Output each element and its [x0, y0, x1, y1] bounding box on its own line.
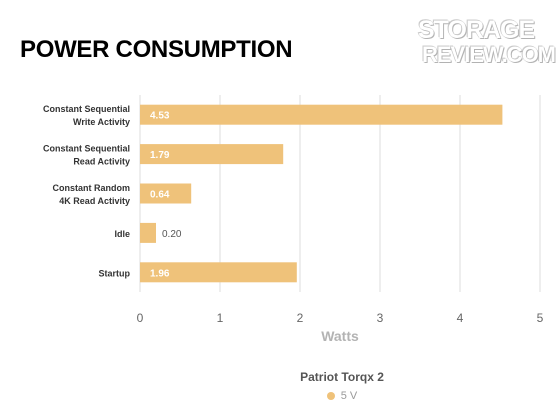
logo-line-2: REVIEW.COM	[422, 42, 556, 67]
legend-swatch	[326, 392, 335, 401]
category-label-line: Read Activity	[73, 157, 130, 167]
category-label-line: Constant Sequential	[43, 104, 130, 114]
x-tick-label: 0	[137, 311, 144, 325]
x-axis-title: Watts	[321, 328, 359, 344]
category-label-line: Constant Random	[53, 183, 131, 193]
category-label: Startup	[99, 268, 131, 278]
category-label-line: Write Activity	[73, 117, 130, 127]
bar	[140, 144, 284, 165]
bar	[140, 104, 503, 125]
bar-value-label: 1.96	[150, 268, 170, 279]
legend-item-label: 5 V	[340, 390, 358, 402]
category-label-line: Startup	[99, 268, 131, 278]
legend-item-5v[interactable]: 5 V	[0, 390, 560, 402]
category-label: Constant Sequential Write Activity	[43, 104, 130, 127]
plot-area: 0 1 2 3 4 5 Watts 4.53 Constant Sequential Write …	[43, 95, 544, 344]
category-label-line: Idle	[114, 229, 130, 239]
x-tick-label: 5	[537, 311, 544, 325]
category-label: Constant Random 4K Read Activity	[53, 183, 131, 206]
storagereview-logo: STORAGE REVIEW.COM	[418, 16, 556, 72]
category-label: Constant Sequential Read Activity	[43, 144, 130, 167]
chart-title: POWER CONSUMPTION	[20, 36, 293, 63]
category-label: Idle	[114, 229, 130, 239]
bar	[140, 183, 192, 204]
x-tick-label: 4	[457, 311, 464, 325]
bar-value-label: 1.79	[150, 150, 170, 161]
logo-line-1: STORAGE	[418, 16, 535, 44]
category-label-line: Constant Sequential	[43, 144, 130, 154]
bar-value-label: 4.53	[150, 111, 170, 122]
bar	[140, 222, 156, 243]
bar-value-label: 0.20	[162, 229, 182, 240]
legend: Patriot Torqx 2 5 V	[0, 370, 560, 402]
x-tick-label: 1	[217, 311, 224, 325]
x-tick-label: 2	[297, 311, 304, 325]
category-label-line: 4K Read Activity	[59, 196, 130, 206]
bar-value-label: 0.64	[150, 190, 170, 201]
bar	[140, 262, 297, 283]
x-tick-label: 3	[377, 311, 384, 325]
legend-title: Patriot Torqx 2	[300, 370, 384, 384]
